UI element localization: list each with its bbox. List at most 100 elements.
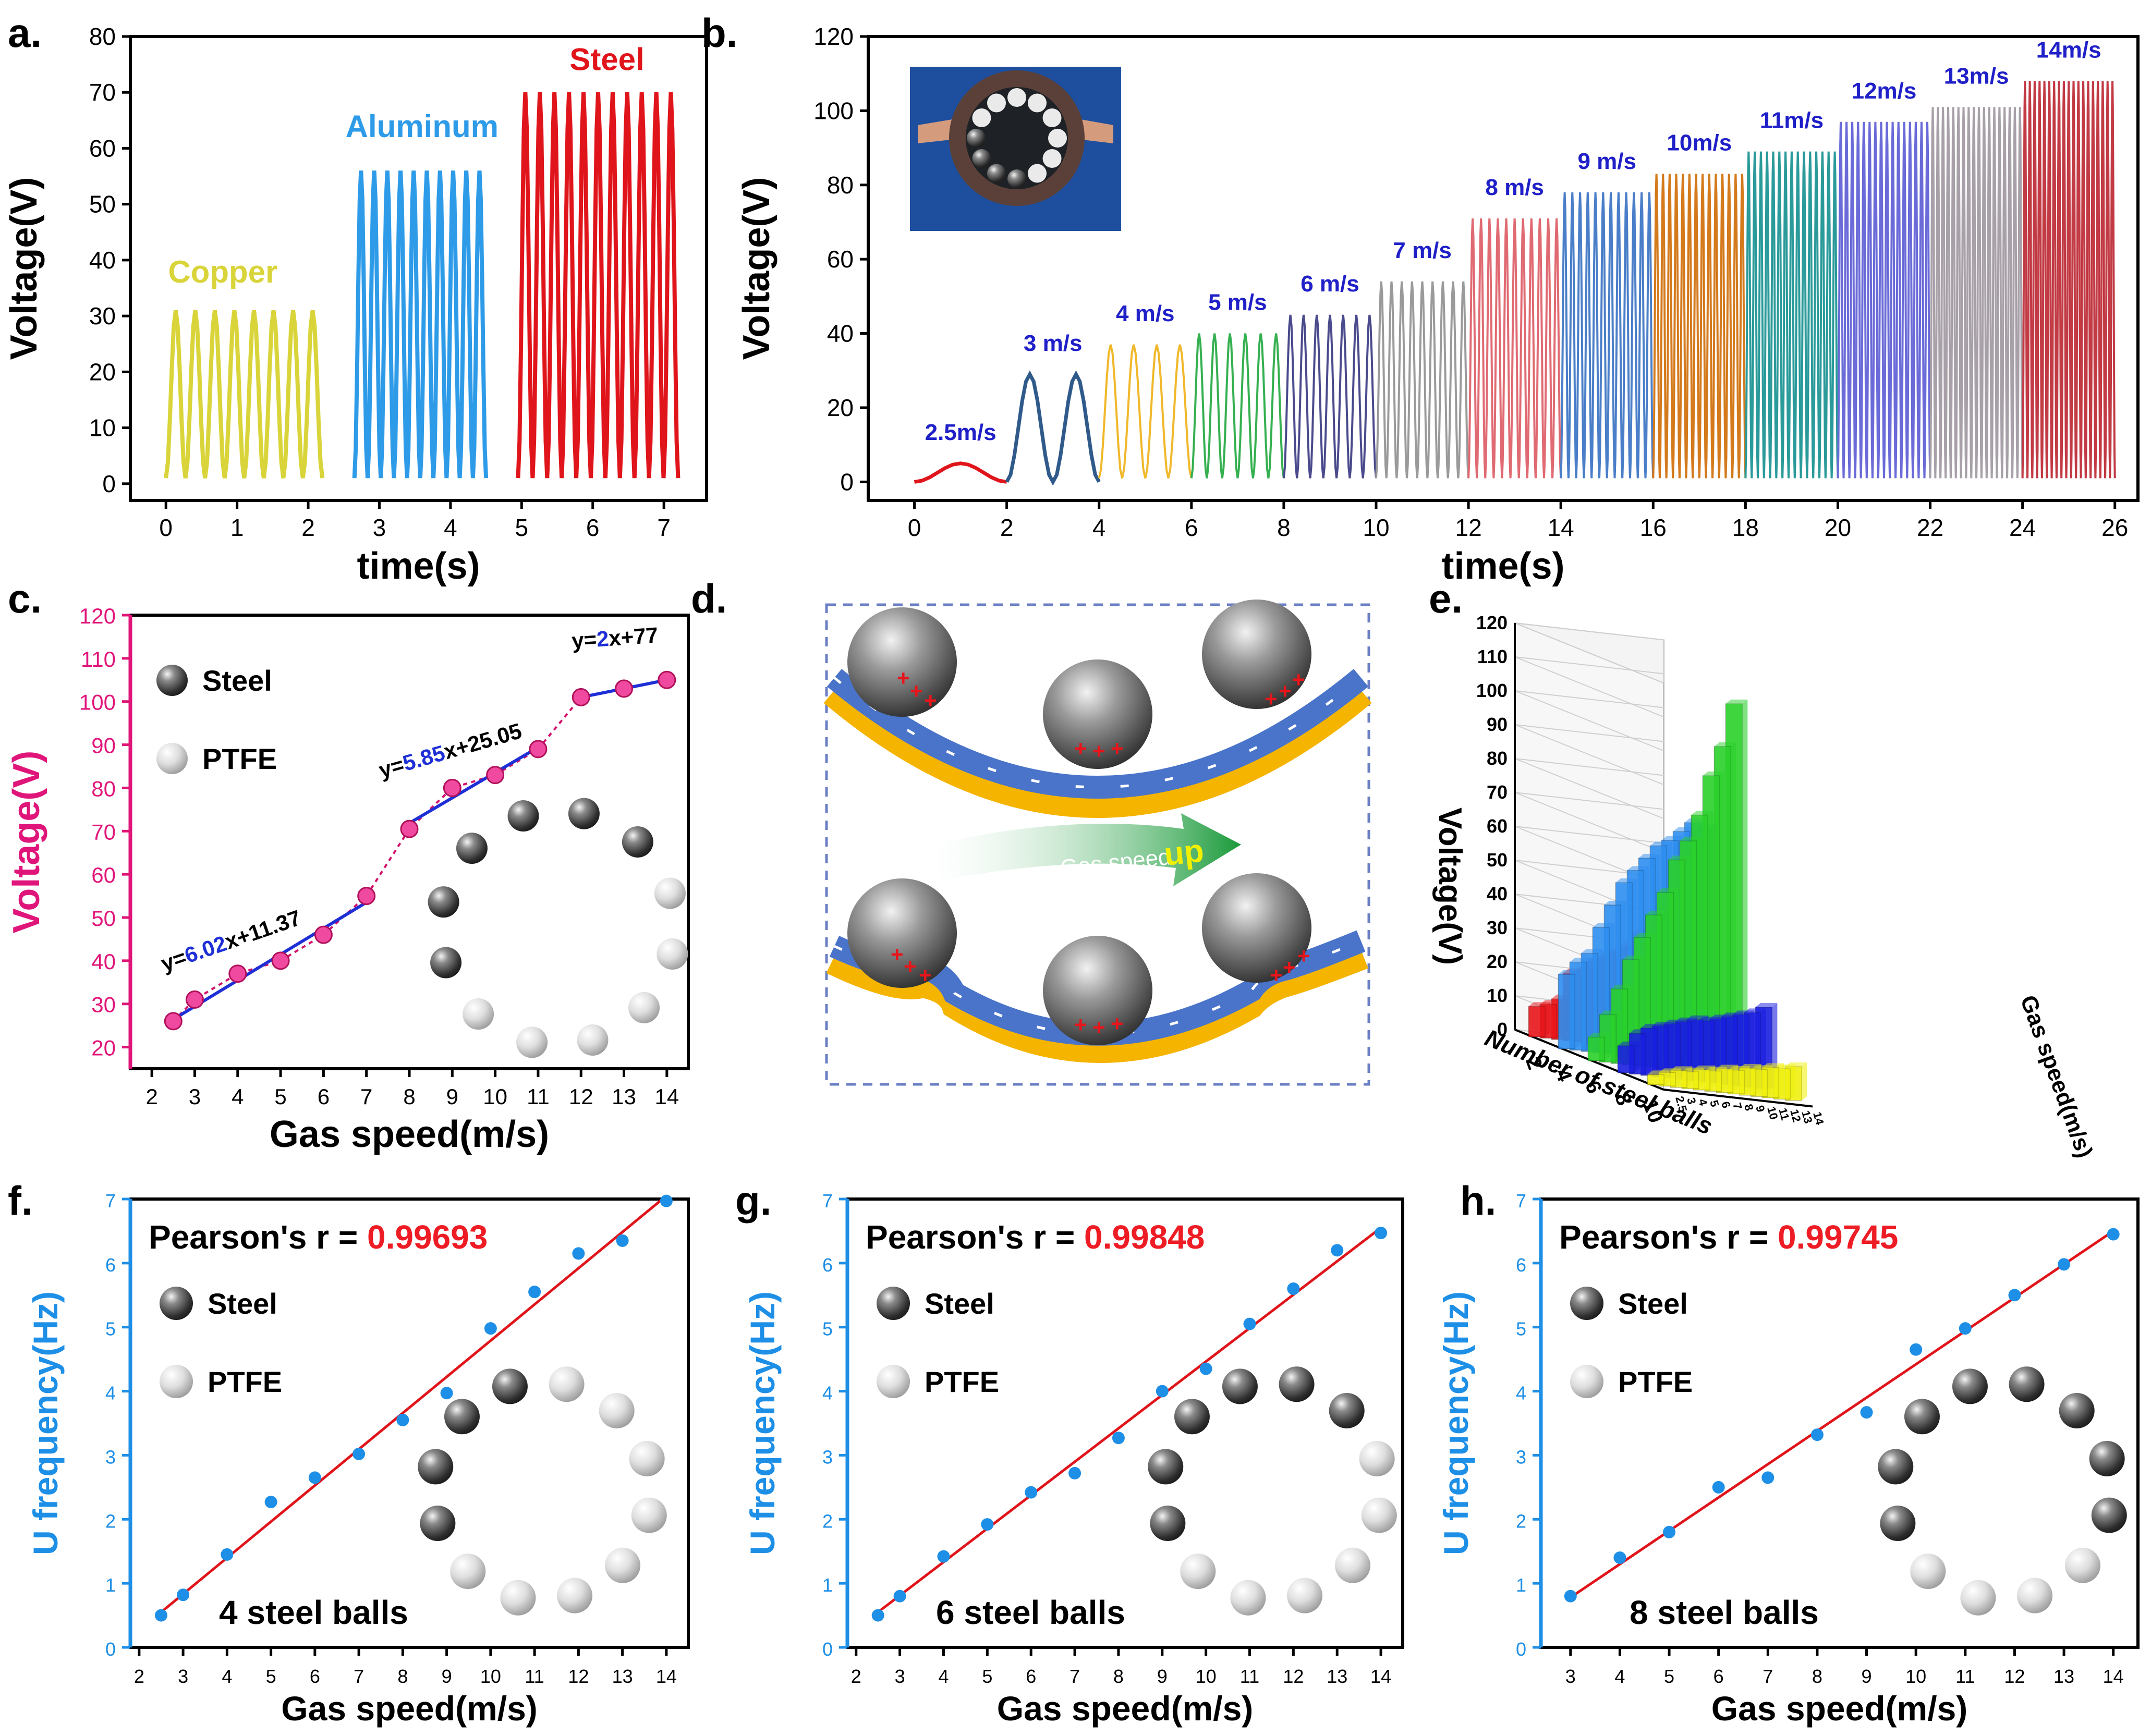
big-ball-2 — [1043, 659, 1152, 769]
series-label-aluminum: Aluminum — [346, 109, 499, 144]
fit-eq-suffix: x+77 — [608, 622, 659, 650]
data-point — [440, 1387, 453, 1400]
x-tick-label: 9 — [1862, 1666, 1872, 1687]
data-point — [484, 1322, 497, 1335]
y-axis-label: Voltage(V) — [736, 177, 777, 360]
inset-ptfe-ball — [1048, 129, 1067, 148]
gas-speed-arrow-up: up — [1162, 833, 1206, 873]
ptfe-ball — [628, 992, 660, 1023]
bar-top — [1645, 910, 1668, 915]
x-tick-label: 10 — [480, 1666, 501, 1687]
bar-side — [1680, 1019, 1686, 1078]
series-line — [1098, 344, 1193, 479]
ptfe-ball — [1230, 1580, 1266, 1616]
fit-line — [877, 1227, 1382, 1613]
bar-side — [1657, 1023, 1663, 1075]
x-tick-label: 3 — [189, 1084, 201, 1109]
y-axis-line — [1663, 1089, 1813, 1108]
steel-ball-count-label: 6 steel balls — [936, 1594, 1125, 1631]
y-tick-label: 120 — [79, 604, 116, 628]
x-tick-label: 8 — [1113, 1666, 1124, 1687]
x-tick-label: 3 — [373, 514, 386, 541]
y-tick-label: 70 — [91, 820, 116, 844]
steel-ball — [444, 1399, 480, 1435]
y-tick-label: 70 — [89, 79, 116, 106]
panel-h-ball-ring — [1878, 1366, 2127, 1616]
z-tick-label: 50 — [1487, 849, 1508, 871]
x-tick-label: 5 — [266, 1666, 276, 1687]
panel-g-ball-ring — [1148, 1366, 1397, 1616]
legend-ptfe-ball — [1570, 1365, 1603, 1398]
dotted-connector — [172, 679, 667, 1022]
bar-side — [1703, 1015, 1709, 1081]
z-gridline — [1514, 724, 1664, 742]
data-point — [271, 951, 290, 970]
charge-4c: + — [919, 963, 932, 987]
bar-side — [1742, 699, 1748, 1077]
steel-ball — [1952, 1368, 1988, 1404]
x-tick-label: 12 — [1455, 514, 1482, 541]
pearson-label: Pearson's r = — [866, 1218, 1084, 1256]
x-tick-label: 2 — [1000, 514, 1014, 541]
data-point — [616, 1234, 629, 1247]
charge-2a: + — [1074, 736, 1087, 761]
fit-eq-slope: 2 — [596, 626, 610, 652]
y-tick-label: 4 — [105, 1383, 116, 1404]
series-line — [1744, 151, 1839, 479]
panel-c-ball-ring — [428, 798, 688, 1058]
y-tick-label: 10 — [89, 414, 116, 442]
bar-top — [1725, 699, 1748, 704]
y-axis-label: U frequency(Hz) — [26, 1291, 65, 1555]
x-tick-label: 4 — [444, 514, 457, 541]
legend-steel-ball — [156, 665, 188, 696]
y-tick-label: 120 — [813, 23, 854, 50]
speed-label: 4 m/s — [1116, 301, 1175, 326]
x-axis-label: Gas speed(m/s) — [1711, 1689, 1968, 1728]
data-point — [871, 1609, 884, 1622]
z-gridline — [1514, 690, 1664, 708]
x-tick-label: 13 — [2053, 1666, 2074, 1687]
x-tick-label: 11 — [1240, 1666, 1259, 1687]
panel-b-axes: 0 2 4 6 8 10 12 14 16 18 20 22 24 26020406080100120ti… — [736, 23, 2140, 587]
bar-side — [1696, 836, 1702, 1071]
panel-c-legend: Steel PTFE — [156, 664, 277, 775]
x-tick-label: 9 — [446, 1084, 458, 1109]
charge-4b: + — [904, 954, 917, 979]
data-point — [1663, 1525, 1676, 1538]
pearson-label: Pearson's r = — [149, 1218, 367, 1256]
legend-steel-ball — [160, 1287, 193, 1320]
x-tick-label: 7 — [354, 1666, 364, 1687]
data-point — [615, 679, 634, 698]
y-axis-label: Voltage(V) — [3, 177, 45, 360]
data-point — [396, 1413, 409, 1426]
ptfe-ball — [631, 1497, 667, 1533]
steel-ball — [1904, 1399, 1940, 1435]
bar-side — [1708, 811, 1713, 1073]
plot-frame — [1539, 1197, 2140, 1649]
bar — [1617, 1045, 1635, 1073]
x-tick-label: 10 — [1905, 1666, 1926, 1687]
data-point — [658, 670, 676, 689]
x-axis-label: Gas speed(m/s) — [270, 1114, 549, 1155]
series-line — [1190, 333, 1285, 479]
charge-5b: + — [1092, 1015, 1105, 1040]
ptfe-ball — [2065, 1547, 2101, 1583]
x-axis-label: time(s) — [1441, 545, 1564, 587]
inset-steel-ball — [972, 149, 991, 168]
bar-top — [1581, 949, 1603, 953]
data-point — [314, 925, 333, 944]
inset-ptfe-ball — [972, 108, 991, 127]
z-gridline — [1514, 758, 1664, 776]
bar-top — [1673, 827, 1695, 832]
panel-b-series: 2.5m/s 3 m/s 4 m/s 5 m/s 6 m/s 7 m/s 8 m/s 9 m/… — [914, 37, 2116, 486]
y-tick-label: 20 — [89, 358, 116, 385]
steel-ball — [507, 800, 539, 832]
z-gridline — [1514, 656, 1664, 717]
x-tick-label: 6 — [586, 514, 600, 541]
data-point — [1199, 1362, 1212, 1375]
speed-label: 11m/s — [1760, 108, 1824, 133]
bar-top — [1611, 984, 1633, 989]
bar — [1587, 1036, 1606, 1061]
